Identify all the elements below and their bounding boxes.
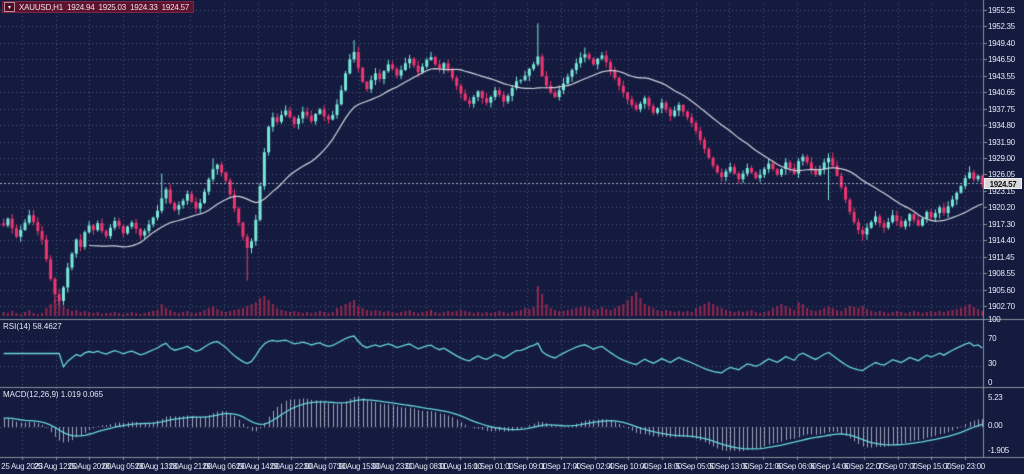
rsi-tick-label: 30 bbox=[988, 359, 997, 369]
price-tick-label: 1905.60 bbox=[988, 285, 1015, 295]
time-tick-label: 29 Aug 22:00 bbox=[269, 462, 314, 471]
price-tick-label: 1917.30 bbox=[988, 219, 1015, 229]
symbol-timeframe: XAUUSD,H1 bbox=[19, 2, 63, 12]
time-tick-label: 4 Sep 10:00 bbox=[608, 462, 649, 471]
current-price-value: 1924.57 bbox=[989, 179, 1017, 189]
macd-tick-label: -1.905 bbox=[988, 446, 1009, 455]
price-tick-label: 1929.00 bbox=[988, 153, 1015, 163]
time-tick-label: 1 Sep 17:00 bbox=[540, 462, 581, 471]
ohlc-open: 1924.94 bbox=[67, 2, 95, 12]
current-price-tag: 1924.57 bbox=[984, 177, 1022, 189]
price-tick-label: 1946.50 bbox=[988, 55, 1015, 65]
price-tick-label: 1911.45 bbox=[988, 252, 1015, 262]
time-tick-label: 25 Aug 2023 bbox=[1, 462, 43, 471]
ohlc-low: 1924.33 bbox=[130, 2, 158, 12]
time-tick-label: 7 Sep 23:00 bbox=[945, 462, 985, 471]
time-tick-label: 25 Aug 12:00 bbox=[33, 462, 78, 471]
time-tick-label: 31 Aug 08:00 bbox=[404, 462, 448, 471]
time-tick-label: 6 Sep 14:00 bbox=[810, 462, 851, 471]
rsi-indicator-label: RSI(14) 58.4627 bbox=[3, 322, 62, 331]
price-tick-label: 1943.55 bbox=[988, 71, 1015, 81]
time-tick-label: 25 Aug 20:00 bbox=[67, 462, 112, 471]
price-tick-label: 1940.65 bbox=[988, 88, 1015, 98]
time-tick-label: 6 Sep 06:00 bbox=[776, 462, 817, 471]
price-tick-label: 1923.15 bbox=[988, 186, 1015, 196]
time-tick-label: 30 Aug 23:00 bbox=[370, 462, 415, 471]
price-tick-label: 1931.90 bbox=[988, 137, 1015, 147]
price-tick-label: 1955.25 bbox=[988, 6, 1015, 15]
chart-title-bar[interactable]: ▾ XAUUSD,H1 1924.94 1925.03 1924.33 1924… bbox=[2, 1, 195, 13]
macd-tick-label: 0.00 bbox=[988, 421, 1003, 430]
price-tick-label: 1914.40 bbox=[988, 236, 1015, 246]
price-tick-label: 1902.70 bbox=[988, 302, 1015, 311]
macd-tick-label: 5.23 bbox=[988, 393, 1003, 402]
time-tick-label: 4 Sep 02:00 bbox=[574, 462, 615, 471]
time-tick-label: 5 Sep 21:00 bbox=[742, 462, 783, 471]
time-tick-label: 29 Aug 06:00 bbox=[202, 462, 246, 471]
time-tick-label: 30 Aug 07:00 bbox=[303, 462, 347, 471]
time-tick-label: 28 Aug 13:00 bbox=[134, 462, 179, 471]
rsi-tick-label: 70 bbox=[988, 333, 997, 343]
time-tick-label: 6 Sep 22:00 bbox=[844, 462, 884, 471]
price-tick-label: 1952.35 bbox=[988, 22, 1015, 32]
time-tick-label: 7 Sep 07:00 bbox=[877, 462, 918, 471]
chevron-down-icon[interactable]: ▾ bbox=[4, 2, 15, 12]
time-tick-label: 1 Sep 09:00 bbox=[507, 462, 548, 471]
time-tick-label: 29 Aug 14:00 bbox=[235, 462, 280, 471]
price-tick-label: 1934.80 bbox=[988, 121, 1015, 131]
time-tick-label: 5 Sep 13:00 bbox=[709, 462, 750, 471]
time-tick-label: 4 Sep 18:00 bbox=[641, 462, 682, 471]
price-tick-label: 1926.05 bbox=[988, 170, 1015, 180]
time-tick-label: 30 Aug 15:00 bbox=[337, 462, 381, 471]
rsi-tick-label: 100 bbox=[988, 315, 1001, 324]
macd-axis[interactable]: 5.23 0.00 -1.905 bbox=[984, 387, 1024, 457]
time-tick-label: 28 Aug 05:00 bbox=[101, 462, 145, 471]
time-axis[interactable]: 25 Aug 2023 25 Aug 12:00 25 Aug 20:00 28 Au… bbox=[0, 460, 1024, 474]
rsi-axis[interactable]: 100 70 30 0 bbox=[984, 315, 1024, 387]
macd-indicator-label: MACD(12,26,9) 1.019 0.065 bbox=[3, 390, 104, 399]
time-tick-label: 1 Sep 01:00 bbox=[473, 462, 514, 471]
time-tick-label: 7 Sep 15:00 bbox=[911, 462, 952, 471]
time-tick-label: 28 Aug 21:00 bbox=[168, 462, 213, 471]
price-axis[interactable]: 1955.25 1952.35 1949.40 1946.50 1943.55 1940.… bbox=[984, 0, 1024, 319]
ohlc-close: 1924.57 bbox=[161, 2, 190, 12]
price-tick-label: 1949.40 bbox=[988, 38, 1015, 48]
price-tick-label: 1920.20 bbox=[988, 203, 1015, 213]
time-tick-label: 31 Aug 16:00 bbox=[438, 462, 482, 471]
price-tick-label: 1908.55 bbox=[988, 269, 1015, 279]
price-tick-label: 1937.75 bbox=[988, 104, 1015, 114]
time-tick-label: 5 Sep 05:00 bbox=[675, 462, 716, 471]
ohlc-high: 1925.03 bbox=[98, 2, 127, 12]
rsi-tick-label: 0 bbox=[988, 378, 993, 387]
